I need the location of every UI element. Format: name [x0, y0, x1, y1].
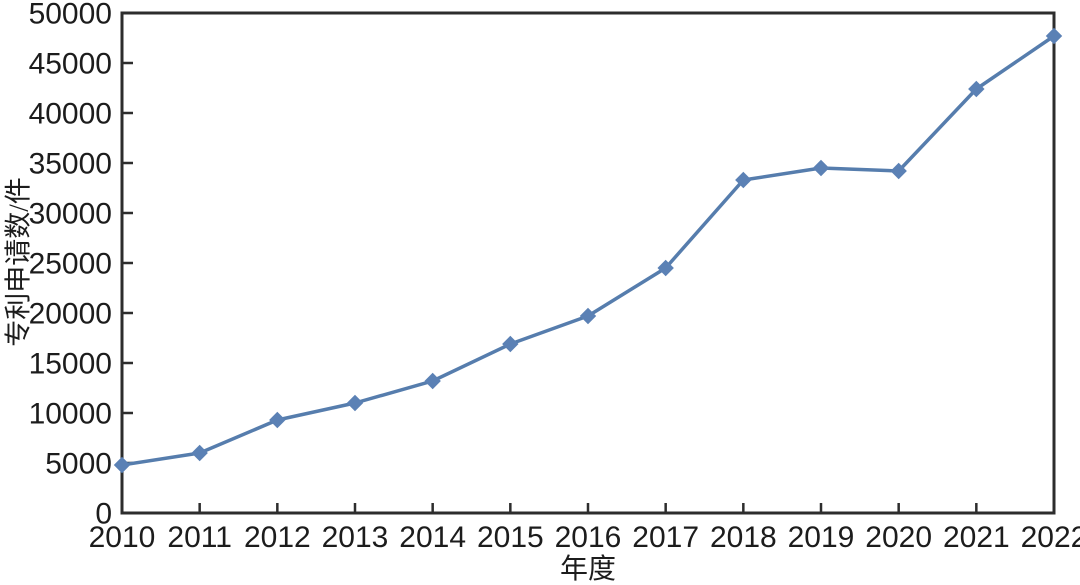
y-tick-label: 0 — [95, 498, 112, 531]
x-tick-label: 2017 — [632, 521, 699, 554]
x-tick-label: 2022 — [1021, 521, 1080, 554]
data-point-2021 — [968, 80, 985, 98]
data-point-2020 — [890, 162, 907, 180]
data-point-2011 — [191, 444, 208, 462]
x-tick-label: 2020 — [865, 521, 932, 554]
data-point-2013 — [346, 394, 364, 412]
x-tick-label: 2015 — [477, 521, 544, 554]
x-tick-label: 2010 — [89, 521, 156, 554]
plot-border — [120, 11, 1056, 515]
data-line — [120, 34, 1056, 467]
data-point-2012 — [269, 411, 286, 429]
data-point-2010 — [113, 456, 131, 474]
y-tick-label: 50000 — [29, 0, 112, 31]
x-tick-label: 2014 — [399, 521, 466, 554]
data-point-2019 — [812, 159, 830, 177]
data-point-2016 — [579, 307, 597, 325]
y-tick-label: 25000 — [29, 248, 112, 281]
y-tick-label: 45000 — [29, 48, 112, 81]
data-point-2015 — [502, 335, 519, 353]
x-tick-label: 2012 — [244, 521, 311, 554]
x-tick-label: 2011 — [167, 521, 232, 554]
x-tick-label: 2018 — [710, 521, 777, 554]
data-point-2018 — [735, 171, 752, 189]
y-tick-label: 20000 — [29, 298, 112, 331]
y-tick-label: 30000 — [29, 198, 112, 231]
x-tick-label: 2016 — [555, 521, 622, 554]
y-tick-label: 10000 — [29, 398, 112, 431]
data-point-2014 — [424, 372, 441, 390]
y-tick-label: 5000 — [45, 448, 112, 481]
data-point-2022 — [1045, 27, 1063, 45]
y-tick-label: 15000 — [29, 348, 112, 381]
x-tick-label: 2021 — [943, 521, 1010, 554]
y-tick-label: 40000 — [29, 98, 112, 131]
data-point-2017 — [657, 259, 674, 277]
x-tick-label: 2019 — [788, 521, 855, 554]
x-tick-label: 2013 — [322, 521, 389, 554]
y-tick-label: 35000 — [29, 148, 112, 181]
